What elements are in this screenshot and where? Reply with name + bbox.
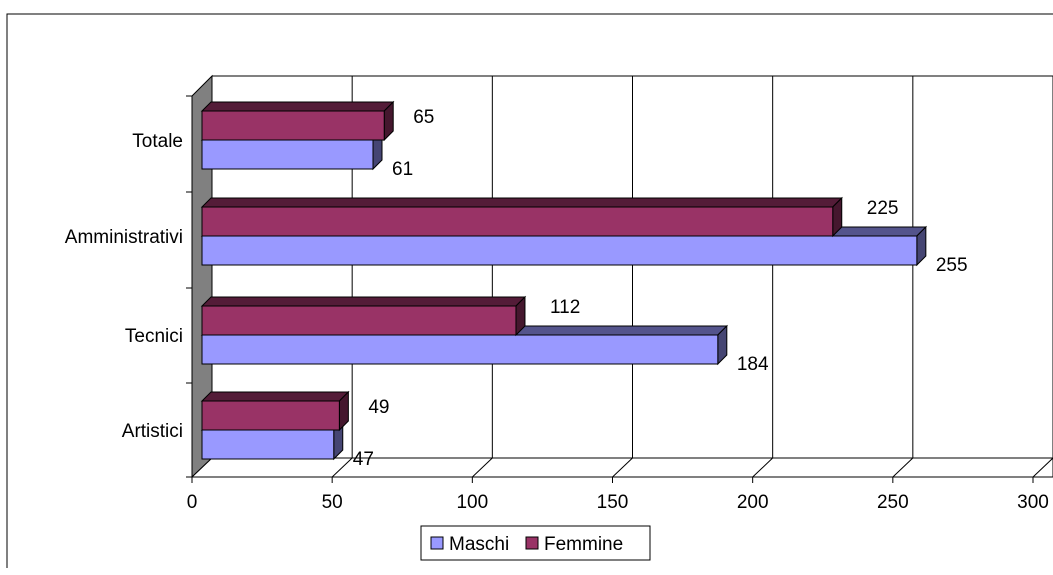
bar-front-face: [201, 334, 719, 365]
floor-gridline: [752, 457, 774, 478]
bar-femmine-artistici: [200, 390, 350, 432]
x-axis-ticks: 0 50 100 150 200 250 300: [187, 492, 1049, 513]
bar-femmine-amministrativi: [200, 196, 843, 238]
data-label-femmine-tecnici: 112: [550, 297, 580, 318]
x-tick-label: 200: [737, 492, 769, 513]
floor-gridline: [331, 457, 353, 478]
data-label-femmine-artistici: 49: [368, 397, 389, 418]
bar-femmine-tecnici: [200, 295, 527, 337]
legend: Maschi Femmine: [420, 525, 651, 561]
data-label-femmine-totale: 65: [413, 107, 434, 128]
legend-label-femmine: Femmine: [544, 534, 623, 555]
floor-gridline: [1032, 457, 1053, 478]
legend-box: Maschi Femmine: [420, 525, 651, 561]
bar-front-face: [201, 235, 918, 266]
x-tick-label: 100: [456, 492, 488, 513]
bar-femmine-totale: [200, 100, 395, 142]
data-label-maschi-totale: 61: [392, 159, 413, 180]
chart-border: [6, 13, 1053, 568]
x-tick-label: 50: [322, 492, 343, 513]
x-tick-label: 0: [187, 492, 198, 513]
gridlines: [186, 76, 1053, 483]
floor-gridline: [471, 457, 493, 478]
bar-front-face: [201, 400, 340, 431]
x-tick-label: 250: [877, 492, 909, 513]
bar-top-face: [200, 391, 350, 402]
data-labels: 47 49 184 112 255 225 61 65: [353, 107, 968, 470]
chart-walls: [6, 13, 1053, 568]
x-tick-label: 300: [1017, 492, 1049, 513]
bar-front-face: [201, 110, 385, 141]
legend-swatch-maschi: [430, 536, 444, 550]
bar-top-face: [200, 101, 395, 112]
bar-top-face: [200, 296, 527, 307]
category-label-tecnici: Tecnici: [125, 326, 183, 347]
category-label-amministrativi: Amministrativi: [65, 227, 183, 248]
bar-front-face: [201, 429, 335, 460]
data-label-maschi-artistici: 47: [353, 449, 374, 470]
data-label-maschi-amministrativi: 255: [936, 255, 968, 276]
legend-label-maschi: Maschi: [449, 534, 509, 555]
x-tick-label: 150: [597, 492, 629, 513]
floor-gridline: [612, 457, 633, 478]
bars: [200, 100, 928, 461]
data-label-femmine-amministrativi: 225: [867, 198, 899, 219]
floor-gridline: [892, 457, 914, 478]
bar-front-face: [201, 139, 374, 170]
category-label-totale: Totale: [132, 131, 183, 152]
bar-front-face: [201, 305, 517, 336]
data-label-maschi-tecnici: 184: [737, 354, 769, 375]
legend-swatch-femmine: [525, 536, 539, 550]
bar-front-face: [201, 206, 834, 237]
bar-top-face: [200, 197, 843, 208]
category-label-artistici: Artistici: [122, 421, 183, 442]
y-axis-categories: Artistici Tecnici Amministrativi Totale: [65, 131, 183, 442]
